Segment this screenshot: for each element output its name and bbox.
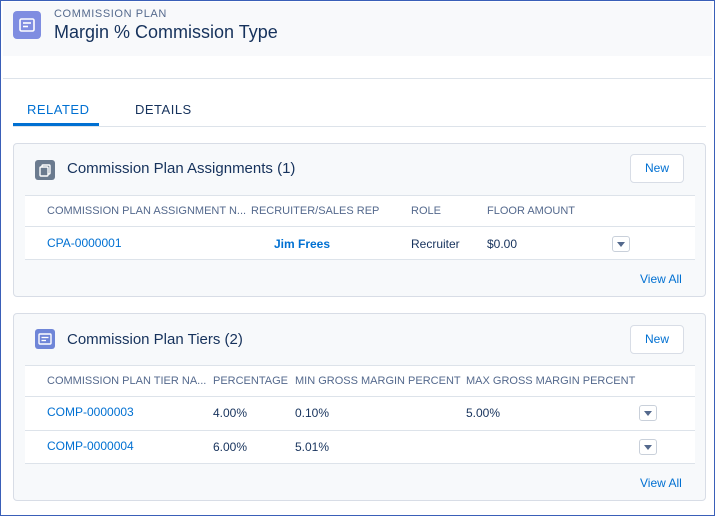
assignments-title: Commission Plan Assignments (1) <box>67 160 296 177</box>
assignment-icon <box>35 160 55 180</box>
view-all-assignments-link[interactable]: View All <box>640 272 682 286</box>
record-header: COMMISSION PLAN Margin % Commission Type <box>3 2 712 56</box>
tier-name-link[interactable]: COMP-0000004 <box>47 439 134 453</box>
tabs-divider <box>13 126 706 127</box>
percentage-value: 4.00% <box>213 406 248 420</box>
active-tab-indicator <box>13 123 99 126</box>
tiers-card: Commission Plan Tiers (2) New COMMISSION… <box>13 313 706 501</box>
row-divider <box>25 430 695 431</box>
row-divider <box>25 396 695 397</box>
row-actions-dropdown[interactable] <box>639 439 657 455</box>
min-margin-value: 0.10% <box>295 406 330 420</box>
tiers-table: COMMISSION PLAN TIER NA... PERCENTAGE MI… <box>25 365 695 464</box>
floor-amount-value: $0.00 <box>487 237 518 251</box>
tier-name-link[interactable]: COMP-0000003 <box>47 405 134 419</box>
tab-related[interactable]: RELATED <box>27 102 90 117</box>
row-divider <box>25 259 695 260</box>
row-divider <box>25 463 695 464</box>
new-tier-button[interactable]: New <box>630 325 684 354</box>
column-header[interactable]: RECRUITER/SALES REP <box>251 205 380 217</box>
assignments-table: COMMISSION PLAN ASSIGNMENT N... RECRUITE… <box>25 195 695 260</box>
assignment-name-link[interactable]: CPA-0000001 <box>47 236 122 250</box>
row-actions-dropdown[interactable] <box>639 405 657 421</box>
column-header[interactable]: PERCENTAGE <box>213 375 288 387</box>
new-assignment-button[interactable]: New <box>630 154 684 183</box>
column-header[interactable]: COMMISSION PLAN TIER NA... <box>47 375 207 387</box>
row-divider <box>25 226 695 227</box>
chevron-down-icon <box>644 445 652 450</box>
sales-rep-link[interactable]: Jim Frees <box>274 237 331 251</box>
row-actions-dropdown[interactable] <box>612 236 630 252</box>
assignments-card: Commission Plan Assignments (1) New COMM… <box>13 143 706 297</box>
tab-details[interactable]: DETAILS <box>135 102 192 117</box>
column-header[interactable]: FLOOR AMOUNT <box>487 205 576 217</box>
view-all-tiers-link[interactable]: View All <box>640 476 682 490</box>
role-value: Recruiter <box>411 237 460 251</box>
chevron-down-icon <box>644 411 652 416</box>
column-header[interactable]: MIN GROSS MARGIN PERCENT <box>295 375 461 387</box>
page-title: Margin % Commission Type <box>54 22 278 42</box>
column-header[interactable]: MAX GROSS MARGIN PERCENT <box>466 375 636 387</box>
commission-plan-icon <box>13 11 41 39</box>
min-margin-value: 5.01% <box>295 440 330 454</box>
tier-icon <box>35 329 55 349</box>
tiers-title: Commission Plan Tiers (2) <box>67 331 243 348</box>
chevron-down-icon <box>617 242 625 247</box>
object-type-label: COMMISSION PLAN <box>54 8 167 20</box>
max-margin-value: 5.00% <box>466 406 501 420</box>
percentage-value: 6.00% <box>213 440 248 454</box>
header-divider <box>3 78 712 79</box>
column-header[interactable]: ROLE <box>411 205 441 217</box>
column-header[interactable]: COMMISSION PLAN ASSIGNMENT N... <box>47 205 247 217</box>
